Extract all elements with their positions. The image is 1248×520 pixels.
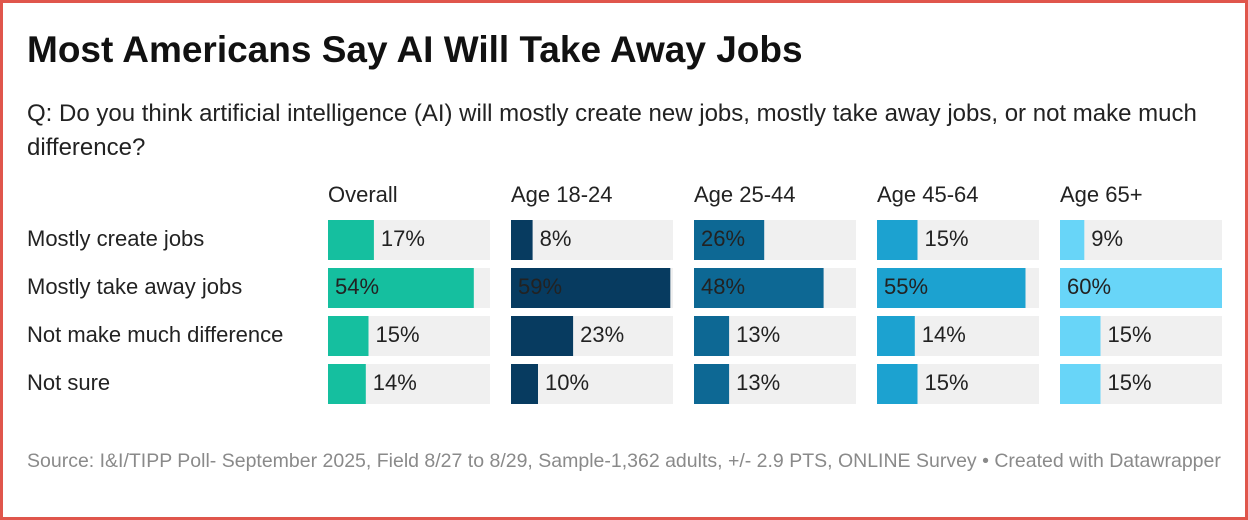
chart: Mostly create jobs Mostly take away jobs N… <box>27 182 1222 404</box>
value-label: 15% <box>925 370 969 395</box>
value-label: 60% <box>1067 274 1111 299</box>
bar <box>511 268 671 308</box>
source-note: Source: I&I/TIPP Poll- September 2025, F… <box>27 450 1221 472</box>
value-label: 9% <box>1091 226 1123 251</box>
value-label: 14% <box>373 370 417 395</box>
bar <box>694 220 765 260</box>
value-label: 10% <box>545 370 589 395</box>
value-label: 15% <box>376 322 420 347</box>
bar <box>694 268 824 308</box>
value-label: 26% <box>701 226 745 251</box>
row-label: Mostly take away jobs <box>27 274 242 299</box>
panel-header: Age 25-44 <box>694 182 796 207</box>
panel-header: Overall <box>328 182 398 207</box>
value-label: 59% <box>518 274 562 299</box>
value-label: 13% <box>736 370 780 395</box>
bar <box>1060 316 1101 356</box>
bar <box>877 268 1026 308</box>
value-label: 13% <box>736 322 780 347</box>
value-label: 8% <box>540 226 572 251</box>
value-label: 55% <box>884 274 928 299</box>
bar <box>877 364 918 404</box>
bar <box>877 316 915 356</box>
value-label: 23% <box>580 322 624 347</box>
value-label: 48% <box>701 274 745 299</box>
bar <box>511 364 538 404</box>
value-label: 54% <box>335 274 379 299</box>
bar <box>328 316 369 356</box>
value-label: 15% <box>1108 322 1152 347</box>
panel-header: Age 65+ <box>1060 182 1143 207</box>
row-label: Mostly create jobs <box>27 226 204 251</box>
value-label: 15% <box>1108 370 1152 395</box>
value-label: 14% <box>922 322 966 347</box>
bar <box>511 316 574 356</box>
bar <box>877 220 918 260</box>
row-label: Not sure <box>27 370 110 395</box>
panel-header: Age 45-64 <box>877 182 979 207</box>
chart-title: Most Americans Say AI Will Take Away Job… <box>27 29 803 70</box>
chart-subtitle: Q: Do you think artificial intelligence … <box>27 100 1197 161</box>
bar <box>1060 268 1222 308</box>
row-label: Not make much difference <box>27 322 283 347</box>
panel-header: Age 18-24 <box>511 182 613 207</box>
bar <box>328 268 474 308</box>
bar-background <box>511 220 673 260</box>
bar <box>694 364 730 404</box>
bar <box>328 220 374 260</box>
value-label: 15% <box>925 226 969 251</box>
bar <box>1060 364 1101 404</box>
bar-background <box>1060 220 1222 260</box>
bar <box>511 220 533 260</box>
bar <box>328 364 366 404</box>
value-label: 17% <box>381 226 425 251</box>
bar <box>1060 220 1085 260</box>
bar <box>694 316 730 356</box>
